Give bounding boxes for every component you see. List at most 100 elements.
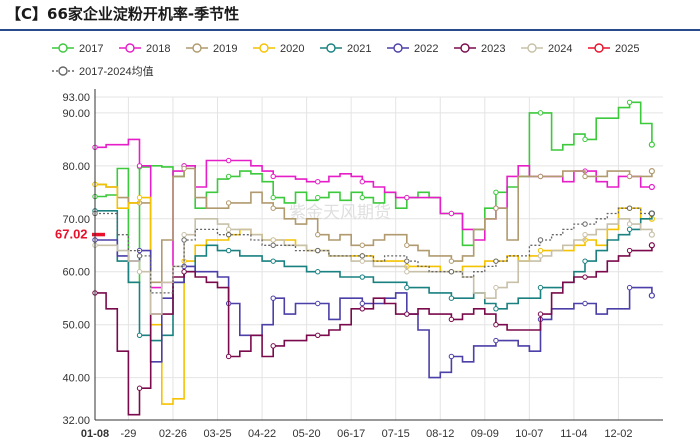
- legend-marker: [326, 43, 336, 53]
- page-title: 【C】66家企业淀粉开机率-季节性: [6, 5, 240, 23]
- data-point: [493, 189, 499, 196]
- data-point: [448, 258, 455, 264]
- data-point: [448, 210, 455, 217]
- data-point: [270, 295, 276, 301]
- series-line-2017-2024均值: [95, 207, 652, 294]
- data-point: [493, 337, 499, 344]
- data-point: [225, 247, 232, 254]
- x-tick-label: 12-02: [604, 428, 632, 440]
- x-tick-label: 06-17: [337, 428, 365, 440]
- legend-label: 2023: [481, 43, 505, 55]
- data-point: [448, 295, 455, 301]
- legend-item[interactable]: 2024: [521, 43, 572, 55]
- data-point: [626, 205, 633, 211]
- data-point: [582, 231, 588, 238]
- data-point: [359, 253, 365, 259]
- data-point: [270, 173, 276, 180]
- legend-marker: [460, 43, 470, 53]
- x-tick-label: 03-25: [203, 428, 231, 440]
- data-point: [626, 226, 633, 233]
- legend-item[interactable]: 2019: [186, 43, 237, 55]
- data-point: [582, 300, 588, 307]
- legend-label: 2022: [414, 43, 438, 55]
- data-point: [136, 385, 143, 391]
- legend-label: 2017: [79, 43, 103, 55]
- legend-item[interactable]: 2020: [253, 43, 304, 55]
- legend-marker: [192, 43, 202, 53]
- data-point: [404, 194, 410, 201]
- data-point: [359, 306, 365, 312]
- legend-item[interactable]: 2022: [387, 43, 438, 55]
- data-point: [225, 157, 232, 164]
- legend-item[interactable]: 2025: [588, 43, 639, 55]
- series-line-2023: [95, 245, 653, 416]
- data-point: [270, 194, 276, 201]
- data-point: [493, 321, 499, 328]
- data-point: [582, 136, 588, 143]
- data-point: [136, 269, 143, 275]
- data-point: [359, 274, 365, 280]
- grid-lines: [95, 96, 663, 421]
- series-2021: [92, 208, 655, 342]
- data-point: [404, 284, 410, 291]
- legend-marker: [393, 43, 403, 53]
- data-point: [582, 258, 588, 264]
- series-line-2021: [95, 210, 653, 342]
- data-point: [648, 231, 655, 238]
- x-tick-label: 09-09: [471, 428, 499, 440]
- data-point: [181, 231, 187, 238]
- data-point: [404, 242, 410, 248]
- series-2023: [92, 242, 655, 416]
- series-layer: [92, 99, 655, 416]
- x-tick-label: 01-08: [81, 428, 109, 440]
- data-point: [404, 258, 410, 264]
- data-point: [315, 179, 321, 185]
- data-point: [315, 332, 321, 338]
- data-point: [537, 284, 544, 291]
- data-point: [626, 284, 633, 291]
- data-point: [582, 221, 588, 227]
- data-point: [537, 173, 544, 180]
- data-point: [493, 205, 499, 211]
- axes: 93.00 90.00 80.00 70.00 60.00 50.00 40.00 32.00…: [55, 89, 663, 440]
- data-point: [626, 99, 633, 105]
- legend-item[interactable]: 2023: [454, 43, 505, 55]
- data-point: [136, 332, 143, 338]
- data-point: [225, 353, 232, 360]
- legend-label: 2024: [548, 43, 572, 55]
- data-point: [648, 292, 655, 299]
- series-2017: [92, 99, 655, 284]
- x-tick-label: 02-26: [159, 428, 187, 440]
- data-point: [648, 210, 655, 217]
- data-point: [648, 242, 655, 249]
- data-point: [648, 183, 655, 191]
- legend: 2017 2018 2019 2020 2021 2022 2023 2024 2025 2017…: [52, 43, 639, 78]
- data-point: [493, 284, 499, 291]
- title-divider: [0, 29, 700, 31]
- legend-marker: [58, 66, 68, 76]
- y-tick-label: 90.00: [62, 108, 90, 120]
- x-tick-label: -29: [120, 428, 136, 440]
- data-point: [648, 168, 655, 175]
- legend-item[interactable]: 2021: [320, 43, 371, 55]
- data-point: [181, 237, 187, 243]
- legend-label: 2025: [615, 43, 639, 55]
- data-point: [359, 179, 365, 185]
- legend-item[interactable]: 2017-2024均值: [52, 65, 154, 78]
- data-point: [626, 247, 633, 254]
- data-point: [315, 231, 321, 238]
- y-tick-label: 93.00: [62, 92, 90, 104]
- legend-item[interactable]: 2017: [52, 43, 103, 55]
- legend-marker: [259, 43, 269, 53]
- x-tick-label: 05-20: [293, 428, 321, 440]
- legend-marker: [594, 43, 604, 53]
- legend-label: 2017-2024均值: [79, 65, 154, 78]
- watermark-text: 紫金天风期货: [289, 203, 391, 223]
- legend-label: 2019: [213, 43, 237, 55]
- legend-item[interactable]: 2018: [119, 43, 170, 55]
- y-tick-label: 80.00: [62, 161, 90, 173]
- data-point: [448, 269, 455, 275]
- data-point: [582, 274, 588, 280]
- data-point: [315, 194, 321, 201]
- data-point: [225, 173, 232, 180]
